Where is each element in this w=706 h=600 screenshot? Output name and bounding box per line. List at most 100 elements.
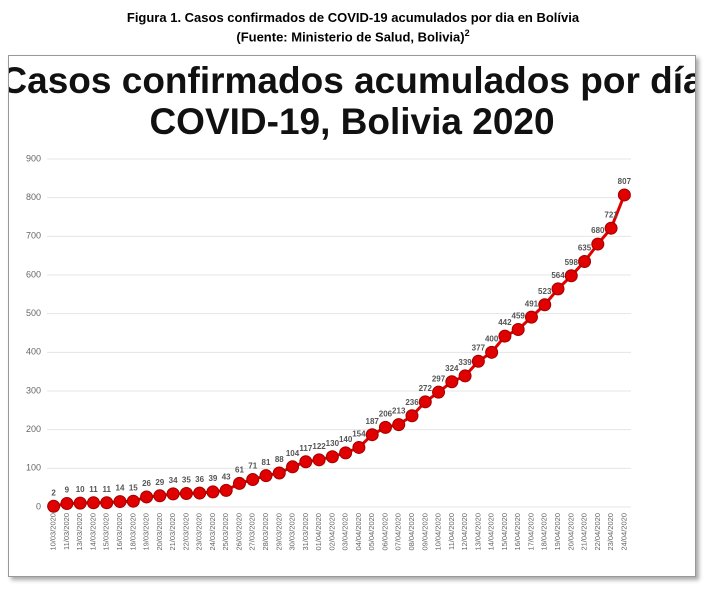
data-label: 15 [129, 483, 138, 492]
x-tick-label: 03/04/2020 [341, 513, 350, 551]
caption-ref: 2 [464, 28, 470, 38]
marker [352, 440, 366, 454]
data-label: 2 [51, 488, 56, 497]
data-label: 272 [419, 384, 433, 393]
marker [471, 354, 485, 368]
marker [153, 489, 167, 503]
x-tick-label: 24/04/2020 [619, 513, 628, 551]
marker [113, 495, 127, 509]
marker [312, 453, 326, 467]
x-tick-label: 22/03/2020 [181, 513, 190, 551]
chart-frame: Casos confirmados acumulados por día COV… [0, 55, 704, 577]
data-label: 680 [591, 226, 605, 235]
data-label: 377 [472, 343, 486, 352]
x-tick-label: 15/04/2020 [500, 513, 509, 551]
x-tick-label: 19/03/2020 [142, 513, 151, 551]
x-tick-label: 05/04/2020 [367, 513, 376, 551]
data-label: 807 [618, 177, 632, 186]
chart-title: COVID-19, Bolivia 2020 [149, 101, 554, 142]
x-tick-label: 21/03/2020 [168, 513, 177, 551]
data-label: 564 [551, 271, 565, 280]
y-tick-label: 200 [26, 424, 41, 434]
data-label: 34 [169, 476, 178, 485]
x-tick-label: 22/04/2020 [593, 513, 602, 551]
data-label: 491 [525, 299, 539, 308]
marker [432, 385, 446, 399]
data-label: 36 [195, 475, 204, 484]
marker [551, 282, 565, 296]
marker [166, 487, 180, 501]
data-label: 400 [485, 334, 499, 343]
x-tick-label: 01/04/2020 [314, 513, 323, 551]
data-label: 154 [352, 430, 366, 439]
data-label: 104 [286, 449, 300, 458]
x-tick-label: 04/04/2020 [354, 513, 363, 551]
x-tick-label: 24/03/2020 [208, 513, 217, 551]
data-label: 39 [208, 474, 217, 483]
x-tick-label: 08/04/2020 [407, 513, 416, 551]
marker [591, 237, 605, 251]
marker [179, 486, 193, 500]
data-label: 442 [498, 318, 512, 327]
x-tick-label: 17/04/2020 [526, 513, 535, 551]
data-label: 61 [235, 466, 244, 475]
data-label: 122 [312, 442, 326, 451]
x-tick-label: 15/03/2020 [102, 513, 111, 551]
x-tick-label: 16/04/2020 [513, 513, 522, 551]
data-label: 187 [366, 417, 380, 426]
data-label: 11 [89, 485, 98, 494]
marker [604, 221, 618, 235]
marker [617, 188, 631, 202]
marker [259, 469, 273, 483]
marker [299, 455, 313, 469]
x-tick-label: 18/03/2020 [128, 513, 137, 551]
marker [418, 395, 432, 409]
x-tick-label: 11/04/2020 [447, 513, 456, 550]
marker [47, 499, 61, 513]
marker [126, 494, 140, 508]
marker [219, 483, 233, 497]
marker [193, 486, 207, 500]
y-tick-label: 400 [26, 347, 41, 357]
data-label: 635 [578, 244, 592, 253]
marker [538, 298, 552, 312]
data-label: 206 [379, 409, 393, 418]
chart: Casos confirmados acumulados por día COV… [0, 60, 704, 551]
x-tick-label: 29/03/2020 [274, 513, 283, 551]
data-label: 14 [116, 484, 125, 493]
marker [140, 490, 154, 504]
x-tick-label: 07/04/2020 [394, 513, 403, 551]
data-label: 88 [275, 455, 284, 464]
data-label: 523 [538, 287, 552, 296]
x-tick-label: 21/04/2020 [580, 513, 589, 551]
data-label: 459 [512, 312, 526, 321]
x-tick-label: 16/03/2020 [115, 513, 124, 551]
marker [73, 496, 87, 510]
data-label: 29 [155, 478, 164, 487]
line [53, 194, 626, 508]
x-tick-label: 20/03/2020 [155, 513, 164, 551]
marker [578, 254, 592, 268]
marker [272, 466, 286, 480]
marker [405, 409, 419, 423]
data-label: 26 [142, 479, 151, 488]
data-label: 140 [339, 435, 353, 444]
chart-title: Casos confirmados acumulados por día [9, 60, 695, 101]
x-tick-label: 23/03/2020 [195, 513, 204, 551]
data-label: 297 [432, 374, 446, 383]
x-tick-label: 26/03/2020 [234, 513, 243, 551]
x-tick-label: 18/04/2020 [540, 513, 549, 551]
x-tick-label: 25/03/2020 [221, 513, 230, 551]
x-tick-label: 11/03/2020 [62, 513, 71, 550]
x-tick-label: 06/04/2020 [380, 513, 389, 551]
marker [325, 450, 339, 464]
x-tick-label: 14/04/2020 [487, 513, 496, 551]
marker [485, 345, 499, 359]
data-label: 117 [299, 444, 312, 453]
y-tick-label: 500 [26, 308, 41, 318]
x-tick-label: 28/03/2020 [261, 513, 270, 551]
x-tick-label: 20/04/2020 [566, 513, 575, 551]
caption-source: (Fuente: Ministerio de Salud, Bolivia) [236, 29, 465, 45]
x-tick-label: 27/03/2020 [248, 513, 257, 551]
